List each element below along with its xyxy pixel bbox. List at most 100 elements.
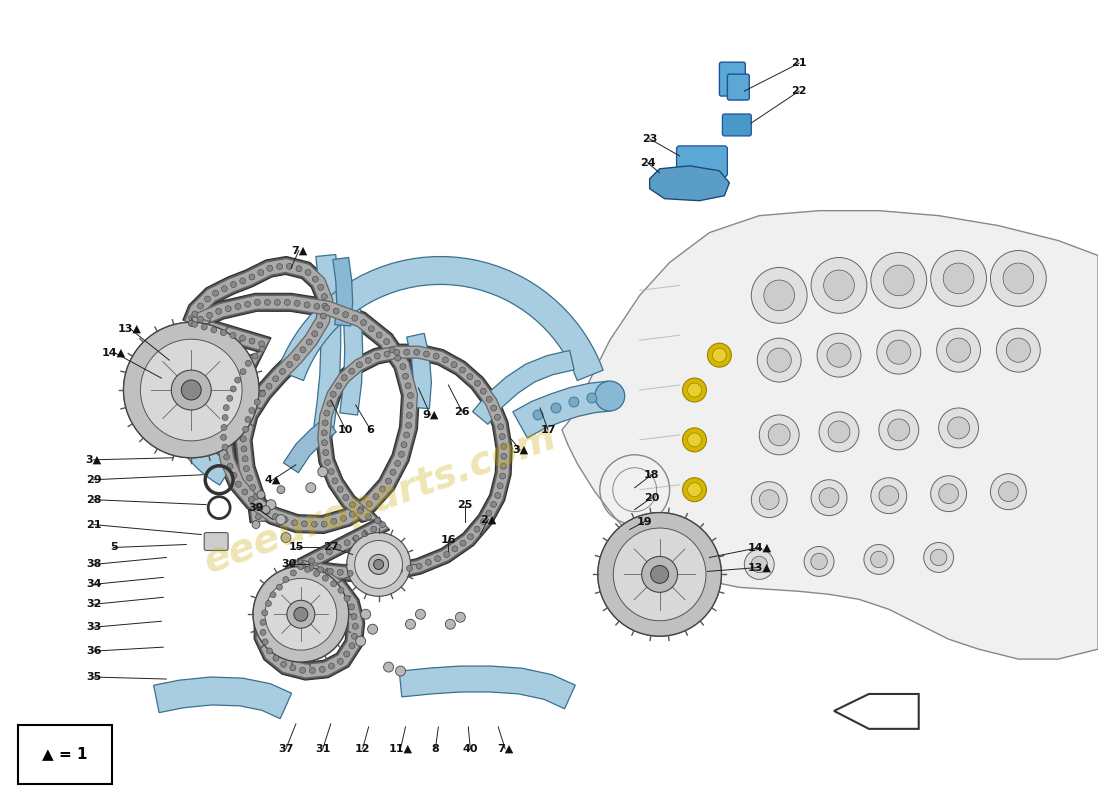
Circle shape (499, 473, 506, 479)
Polygon shape (284, 418, 337, 473)
Circle shape (828, 421, 850, 443)
Circle shape (811, 258, 867, 314)
Circle shape (481, 518, 486, 525)
Circle shape (474, 380, 481, 386)
Circle shape (321, 294, 328, 299)
Circle shape (242, 456, 249, 462)
Circle shape (221, 425, 227, 430)
Circle shape (374, 353, 381, 359)
Circle shape (329, 663, 334, 669)
Circle shape (367, 624, 377, 634)
Text: 35: 35 (86, 672, 101, 682)
Text: 14▲: 14▲ (101, 347, 125, 357)
Circle shape (811, 480, 847, 515)
Circle shape (260, 619, 266, 626)
Circle shape (406, 422, 411, 428)
Text: 18: 18 (644, 470, 659, 480)
Text: 29: 29 (86, 474, 101, 485)
Circle shape (250, 485, 255, 490)
Circle shape (350, 511, 355, 518)
Circle shape (284, 299, 290, 306)
Circle shape (768, 424, 790, 446)
Circle shape (235, 303, 241, 310)
FancyBboxPatch shape (18, 725, 111, 784)
Circle shape (384, 351, 390, 357)
Circle shape (466, 374, 473, 379)
Circle shape (374, 518, 381, 523)
Circle shape (688, 383, 702, 397)
Polygon shape (513, 381, 612, 438)
Circle shape (265, 601, 272, 606)
Circle shape (367, 570, 373, 577)
Circle shape (322, 450, 329, 455)
Circle shape (314, 303, 320, 310)
Circle shape (306, 339, 312, 345)
Circle shape (495, 414, 500, 420)
Text: 17: 17 (540, 425, 556, 435)
Circle shape (280, 662, 287, 667)
Polygon shape (834, 694, 918, 729)
Circle shape (321, 440, 328, 446)
Circle shape (354, 541, 403, 588)
Circle shape (320, 313, 327, 319)
Circle shape (460, 367, 465, 373)
Circle shape (298, 563, 304, 570)
Circle shape (500, 463, 506, 470)
Circle shape (141, 339, 242, 441)
Circle shape (235, 482, 241, 487)
Circle shape (751, 267, 807, 323)
Circle shape (280, 533, 290, 542)
Circle shape (286, 263, 293, 270)
Circle shape (258, 341, 265, 347)
Circle shape (230, 386, 236, 392)
Circle shape (318, 466, 328, 477)
Circle shape (264, 299, 271, 306)
Text: 24: 24 (640, 158, 656, 168)
Circle shape (223, 454, 230, 460)
Circle shape (276, 263, 283, 270)
Circle shape (938, 484, 958, 503)
Circle shape (201, 324, 207, 330)
Circle shape (312, 276, 318, 282)
Circle shape (188, 320, 195, 326)
Circle shape (292, 606, 310, 623)
Circle shape (870, 551, 887, 568)
Circle shape (338, 570, 343, 575)
Circle shape (879, 486, 899, 506)
Circle shape (344, 595, 350, 602)
Circle shape (309, 667, 316, 674)
Circle shape (619, 534, 700, 614)
Circle shape (358, 571, 363, 578)
Circle shape (864, 545, 894, 574)
Polygon shape (340, 289, 363, 415)
Circle shape (426, 559, 431, 566)
Circle shape (403, 374, 408, 379)
Circle shape (707, 343, 732, 367)
Polygon shape (399, 666, 575, 709)
Circle shape (395, 355, 400, 361)
Circle shape (322, 420, 328, 426)
Text: 36: 36 (86, 646, 101, 656)
Text: 20: 20 (644, 493, 659, 502)
Circle shape (648, 562, 672, 586)
Circle shape (414, 349, 420, 355)
Circle shape (240, 335, 245, 342)
Text: 28: 28 (86, 494, 101, 505)
Circle shape (230, 282, 236, 287)
Circle shape (355, 636, 365, 646)
Circle shape (379, 522, 385, 527)
Circle shape (273, 655, 279, 661)
Circle shape (257, 490, 265, 498)
Circle shape (323, 410, 330, 416)
Text: 22: 22 (791, 86, 807, 96)
Circle shape (253, 566, 349, 662)
Polygon shape (160, 339, 232, 485)
Circle shape (387, 570, 393, 575)
Polygon shape (142, 347, 198, 420)
Circle shape (451, 362, 458, 368)
Circle shape (943, 263, 974, 294)
Circle shape (240, 436, 246, 442)
Circle shape (406, 619, 416, 630)
Text: 21: 21 (791, 58, 807, 68)
Polygon shape (473, 350, 574, 424)
